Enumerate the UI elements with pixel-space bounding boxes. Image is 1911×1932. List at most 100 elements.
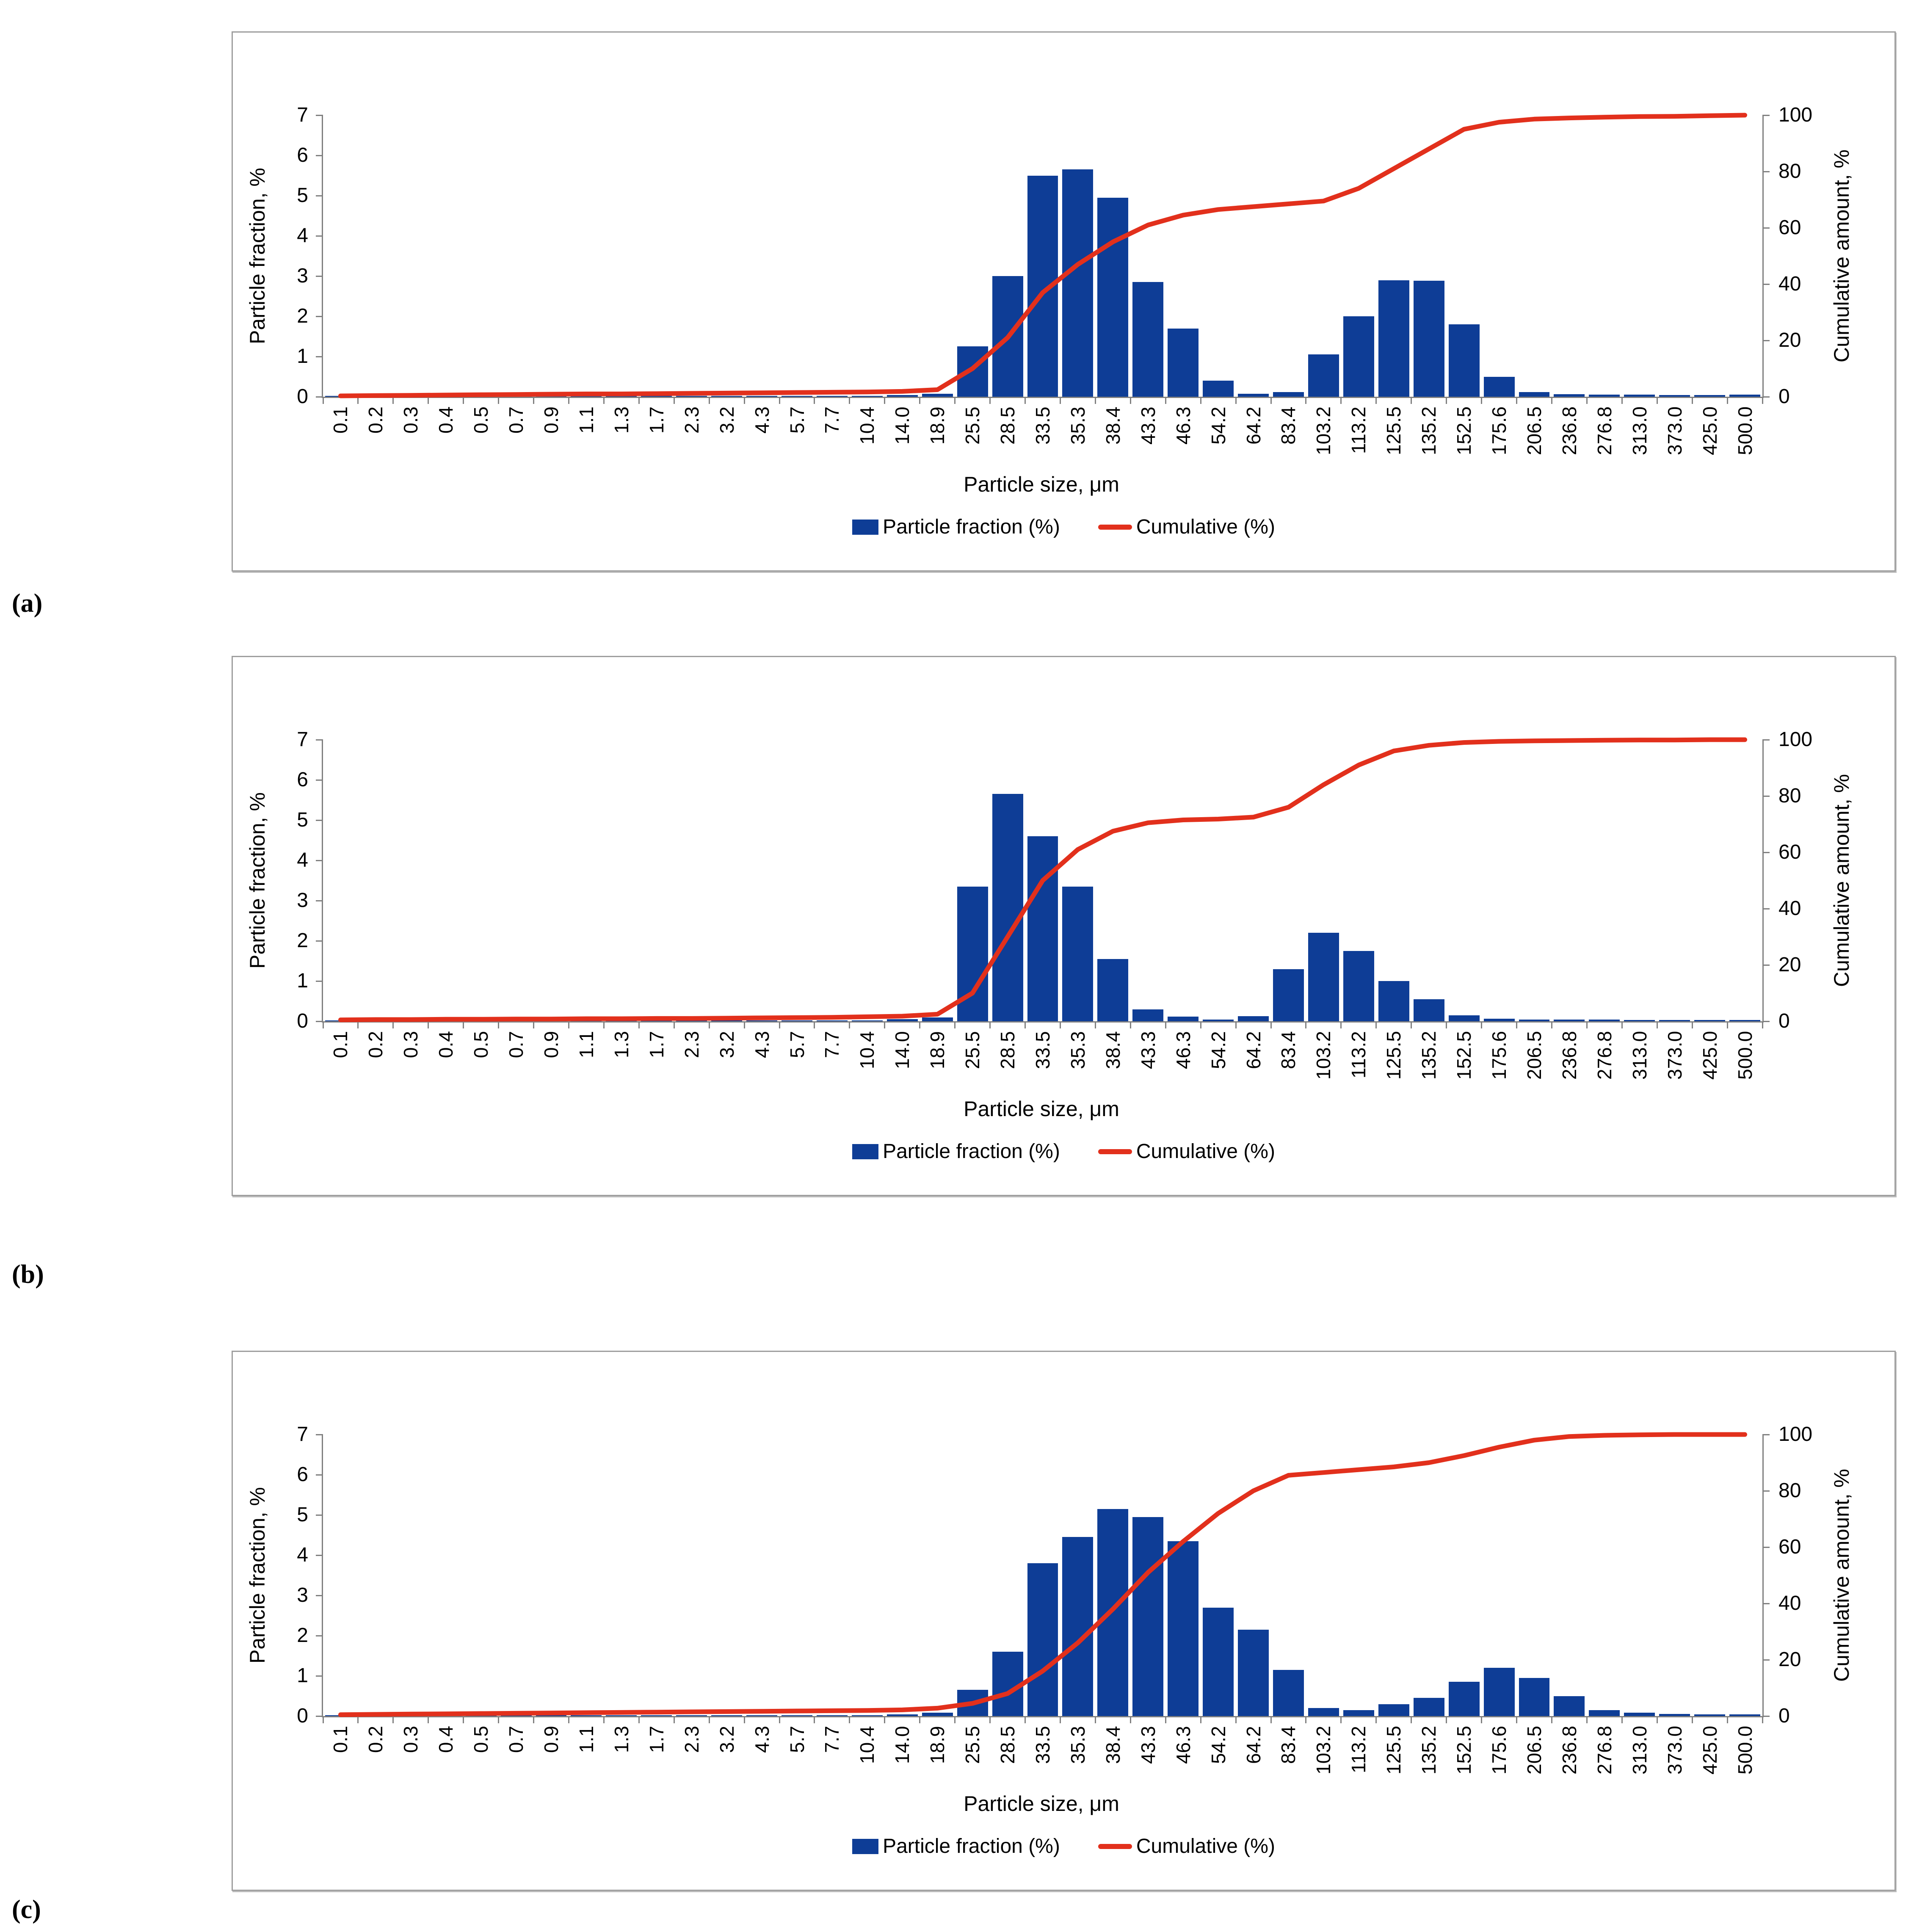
x-axis-tick xyxy=(1726,1716,1728,1723)
right-axis-tick xyxy=(1762,1659,1770,1661)
particle-fraction-bar xyxy=(1238,1016,1269,1021)
x-axis-tick xyxy=(1200,397,1201,404)
x-axis-tick xyxy=(1059,1021,1061,1028)
particle-fraction-bar xyxy=(606,396,637,397)
particle-fraction-bar xyxy=(782,1020,812,1021)
left-axis-tick xyxy=(316,1515,323,1516)
particle-fraction-bar xyxy=(957,346,988,397)
x-axis-tick xyxy=(814,1021,815,1028)
particle-fraction-bar xyxy=(1519,392,1550,397)
x-axis-title: Particle size, μm xyxy=(964,1792,1119,1816)
left-axis-tick-label: 7 xyxy=(297,1423,308,1446)
particle-fraction-bar xyxy=(1554,1696,1585,1716)
x-axis-tick xyxy=(1129,397,1131,404)
x-axis-tick xyxy=(1270,1021,1272,1028)
particle-fraction-bar xyxy=(641,1020,672,1021)
x-axis-tick xyxy=(1691,397,1693,404)
x-axis-title: Particle size, μm xyxy=(964,473,1119,496)
right-axis-tick-label: 60 xyxy=(1778,841,1801,863)
particle-fraction-bar xyxy=(1027,1563,1058,1716)
left-axis-tick xyxy=(316,235,323,237)
x-axis-tick xyxy=(568,1716,569,1723)
particle-fraction-bar xyxy=(1168,1541,1199,1716)
x-axis-tick xyxy=(1340,1021,1342,1028)
left-axis-tick xyxy=(316,940,323,942)
left-axis-tick-label: 6 xyxy=(297,144,308,166)
particle-fraction-bar xyxy=(1448,1682,1480,1716)
x-axis-tick xyxy=(1446,397,1447,404)
particle-fraction-bar xyxy=(1062,169,1094,397)
particle-fraction-bar xyxy=(1308,1708,1339,1716)
x-axis-tick xyxy=(463,1716,464,1723)
x-axis-tick xyxy=(779,1021,780,1028)
left-axis-tick-label: 5 xyxy=(297,1504,308,1526)
chart-panel-c: Particle fraction, % Cumulative amount, … xyxy=(232,1351,1896,1891)
particle-fraction-bar xyxy=(1273,969,1304,1021)
x-axis-tick xyxy=(1235,397,1237,404)
particle-fraction-bar xyxy=(1027,836,1058,1021)
legend-bar-swatch-icon xyxy=(852,1838,879,1854)
legend-item-cumulative: Cumulative (%) xyxy=(1098,1835,1275,1858)
x-axis-tick xyxy=(638,1021,640,1028)
particle-fraction-bar xyxy=(1554,394,1585,397)
particle-fraction-bar xyxy=(1694,1020,1726,1021)
right-axis-tick-label: 80 xyxy=(1778,1479,1801,1502)
x-axis-tick xyxy=(533,397,535,404)
legend-bar-label: Particle fraction (%) xyxy=(883,516,1060,538)
particle-fraction-bar xyxy=(1343,316,1374,397)
left-axis-tick xyxy=(316,155,323,156)
left-axis-tick xyxy=(316,1675,323,1677)
legend-item-cumulative: Cumulative (%) xyxy=(1098,515,1275,539)
left-axis-tick-label: 7 xyxy=(297,104,308,126)
particle-fraction-bar xyxy=(1589,395,1620,397)
x-axis-tick xyxy=(1446,1021,1447,1028)
legend-line-swatch-icon xyxy=(1098,1844,1132,1849)
x-axis-tick xyxy=(1481,1716,1483,1723)
legend-bar-label: Particle fraction (%) xyxy=(883,1835,1060,1857)
x-axis-tick xyxy=(1305,397,1307,404)
x-axis-tick xyxy=(322,1021,324,1028)
left-axis-tick-label: 3 xyxy=(297,265,308,287)
particle-fraction-bar xyxy=(1729,1020,1760,1021)
x-axis-tick xyxy=(1340,397,1342,404)
particle-fraction-bar xyxy=(1519,1678,1550,1716)
particle-fraction-bar xyxy=(571,1715,602,1716)
particle-fraction-bar xyxy=(641,1715,672,1716)
left-axis-tick-label: 1 xyxy=(297,1664,308,1687)
x-axis-tick xyxy=(1094,1716,1096,1723)
x-axis-tick xyxy=(708,1021,710,1028)
particle-fraction-bar xyxy=(1132,282,1164,397)
particle-fraction-bar xyxy=(711,1715,743,1716)
x-axis-tick xyxy=(428,397,429,404)
cumulative-line xyxy=(338,737,1747,1023)
x-axis-tick xyxy=(1481,1021,1483,1028)
chart-panel-a: Particle fraction, % Cumulative amount, … xyxy=(232,31,1896,572)
x-axis-tick xyxy=(1411,1021,1412,1028)
particle-fraction-bar xyxy=(746,1715,778,1716)
particle-fraction-bar xyxy=(1308,933,1339,1021)
left-axis-tick-label: 1 xyxy=(297,345,308,368)
left-axis-tick-label: 4 xyxy=(297,849,308,871)
x-axis-tick xyxy=(989,1716,991,1723)
particle-fraction-bar xyxy=(1273,1669,1304,1716)
x-axis-tick xyxy=(1656,397,1658,404)
right-axis-tick-label: 40 xyxy=(1778,1592,1801,1614)
x-axis-tick xyxy=(1129,1021,1131,1028)
particle-fraction-bar xyxy=(851,396,883,397)
particle-fraction-bar xyxy=(1589,1020,1620,1021)
x-axis-tick xyxy=(1726,1021,1728,1028)
left-axis-tick-label: 0 xyxy=(297,1705,308,1727)
legend-line-label: Cumulative (%) xyxy=(1136,516,1275,538)
particle-fraction-bar xyxy=(1413,1698,1444,1716)
right-axis-tick-label: 80 xyxy=(1778,785,1801,807)
x-axis-tick xyxy=(428,1716,429,1723)
x-axis-tick xyxy=(638,397,640,404)
x-axis-tick xyxy=(1551,397,1552,404)
x-axis-tick xyxy=(1340,1716,1342,1723)
right-axis-tick-label: 100 xyxy=(1778,728,1813,751)
particle-fraction-bar xyxy=(1273,392,1304,397)
right-axis-tick-label: 20 xyxy=(1778,954,1801,976)
particle-fraction-bar xyxy=(816,1715,848,1716)
x-axis-tick xyxy=(1375,1021,1377,1028)
x-axis-tick xyxy=(1165,1716,1166,1723)
